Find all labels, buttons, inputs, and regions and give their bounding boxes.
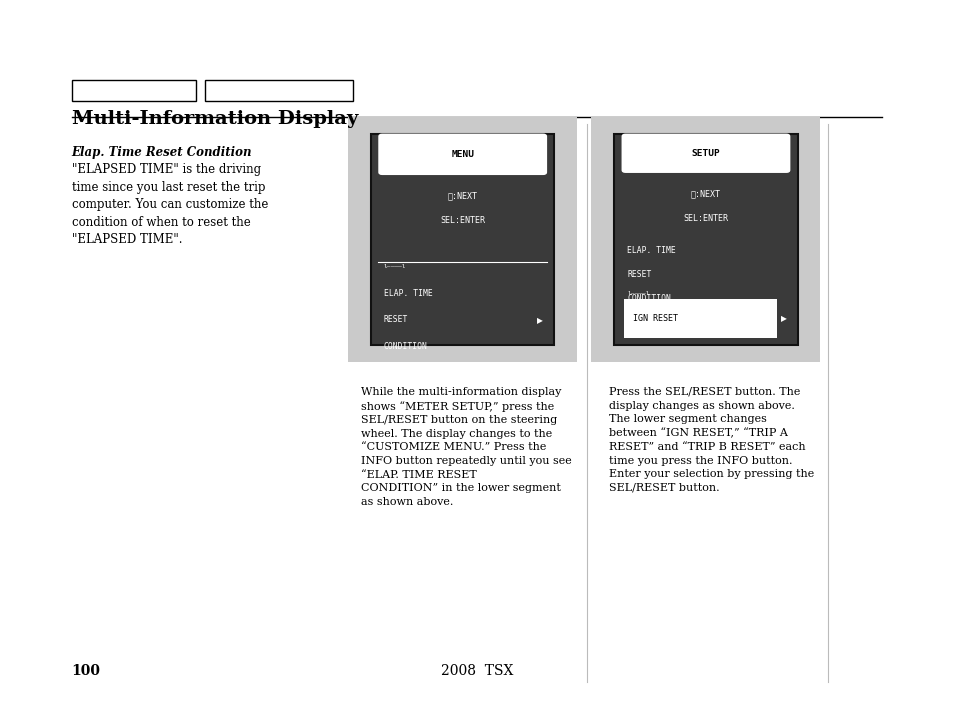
- Bar: [348, 117, 577, 362]
- Text: ▶: ▶: [537, 317, 542, 325]
- Text: "ELAPSED TIME" is the driving
time since you last reset the trip
computer. You c: "ELAPSED TIME" is the driving time since…: [71, 163, 268, 246]
- Text: ⓘ:NEXT: ⓘ:NEXT: [447, 191, 477, 200]
- Text: Multi-Information Display: Multi-Information Display: [71, 110, 357, 128]
- FancyBboxPatch shape: [621, 133, 789, 173]
- Text: MENU: MENU: [451, 150, 474, 159]
- Text: ▶: ▶: [780, 314, 785, 322]
- Text: 2008  TSX: 2008 TSX: [440, 664, 513, 678]
- Text: RESET: RESET: [383, 315, 408, 324]
- Text: ELAP. TIME: ELAP. TIME: [383, 289, 433, 298]
- Bar: [614, 134, 797, 345]
- FancyBboxPatch shape: [378, 133, 546, 175]
- Bar: [71, 80, 195, 101]
- Text: ⓘ:NEXT: ⓘ:NEXT: [690, 189, 720, 198]
- Text: CONDITION: CONDITION: [383, 342, 427, 351]
- Text: While the multi-information display
shows “METER SETUP,” press the
SEL/RESET but: While the multi-information display show…: [360, 387, 571, 507]
- Text: l––––l: l––––l: [626, 291, 649, 296]
- Text: 100: 100: [71, 664, 100, 678]
- Text: IGN RESET: IGN RESET: [632, 314, 677, 322]
- Bar: [623, 299, 777, 337]
- Text: SEL:ENTER: SEL:ENTER: [439, 217, 485, 226]
- Text: l––––l: l––––l: [383, 264, 406, 269]
- Text: Press the SEL/RESET button. The
display changes as shown above.
The lower segmen: Press the SEL/RESET button. The display …: [608, 387, 813, 493]
- Bar: [371, 134, 554, 345]
- Text: SETUP: SETUP: [691, 149, 720, 158]
- Bar: [205, 80, 353, 101]
- Bar: [591, 117, 820, 362]
- Text: CONDITION: CONDITION: [626, 295, 670, 303]
- Text: SEL:ENTER: SEL:ENTER: [682, 214, 728, 224]
- Text: RESET: RESET: [626, 271, 651, 279]
- Text: Elap. Time Reset Condition: Elap. Time Reset Condition: [71, 146, 252, 158]
- Text: ELAP. TIME: ELAP. TIME: [626, 246, 676, 255]
